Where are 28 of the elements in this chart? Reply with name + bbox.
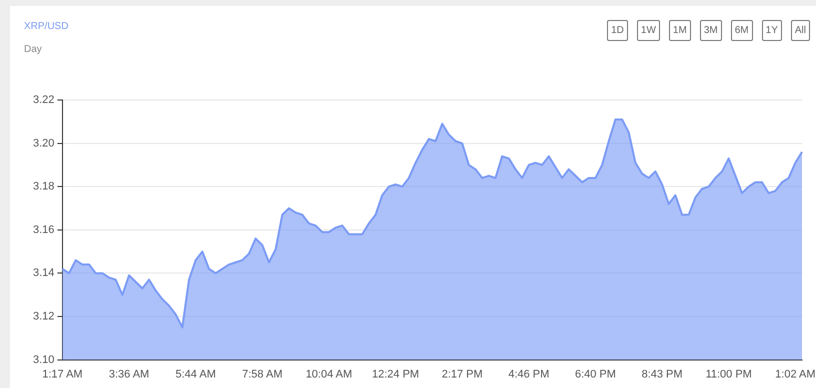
text: 1W: [636, 20, 660, 41]
x-tick-label: 1:02 AM: [775, 368, 816, 380]
x-tick-label: 6:40 PM: [574, 368, 616, 380]
text: All: [790, 20, 810, 41]
x-tick-label: 10:04 AM: [306, 368, 352, 380]
text: 6M: [730, 20, 753, 41]
x-tick-label: 8:43 PM: [642, 368, 683, 380]
y-tick-label: 3.12: [32, 310, 54, 323]
text: 3M: [700, 20, 722, 41]
text: 1Y: [762, 20, 782, 41]
x-tick-label: 4:46 PM: [508, 368, 550, 380]
x-tick-label: 3:36 AM: [108, 368, 150, 380]
y-tick-label: 3.16: [32, 224, 54, 236]
y-tick-label: 3.20: [32, 137, 54, 150]
x-tick-label: 7:58 AM: [242, 368, 282, 380]
chart-title: XRP/USD: [24, 21, 68, 32]
x-tick-label: 5:44 AM: [175, 368, 216, 380]
text: 1D: [607, 20, 628, 41]
text: 1M: [668, 20, 691, 41]
chart-subtitle: Day: [24, 44, 42, 55]
x-tick-label: 2:17 PM: [442, 368, 483, 380]
x-tick-label: 1:17 AM: [42, 368, 83, 380]
x-tick-label: 11:00 PM: [706, 368, 752, 380]
y-tick-label: 3.14: [32, 267, 54, 280]
y-tick-label: 3.10: [32, 354, 54, 366]
y-tick-label: 3.18: [32, 180, 54, 193]
y-tick-label: 3.22: [32, 94, 54, 106]
x-tick-label: 12:24 PM: [372, 368, 420, 380]
